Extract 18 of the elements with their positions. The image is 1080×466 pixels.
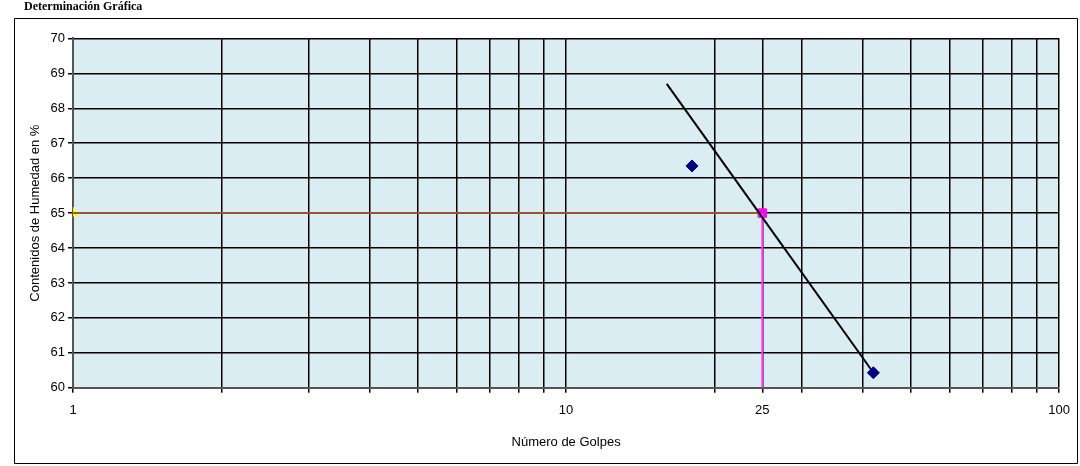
y-tick-label: 64	[50, 239, 66, 255]
chart-title: Determinación Gráfica	[24, 0, 143, 14]
y-tick-label: 62	[50, 309, 66, 325]
x-axis-title: Número de Golpes	[511, 433, 622, 449]
y-tick-label: 60	[50, 379, 66, 395]
y-tick-label: 63	[50, 274, 66, 290]
x-tick-label: 1	[69, 402, 77, 418]
x-tick-label: 100	[1048, 402, 1071, 418]
y-tick-label: 70	[50, 29, 66, 45]
x-tick-label: 10	[558, 402, 574, 418]
y-tick-label: 66	[50, 169, 66, 185]
y-tick-label: 65	[50, 204, 66, 220]
y-tick-label: 68	[50, 99, 66, 115]
y-tick-label: 67	[50, 134, 66, 150]
y-tick-label: 69	[50, 64, 66, 80]
y-axis-title: Contenidos de Humedad en %	[27, 124, 43, 302]
x-tick-label: 25	[755, 402, 770, 418]
y-tick-label: 61	[50, 344, 66, 360]
